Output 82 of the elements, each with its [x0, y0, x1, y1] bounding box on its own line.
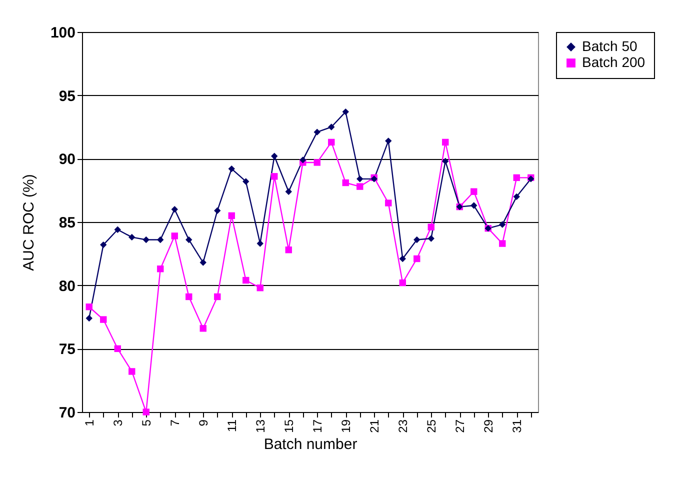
point — [256, 240, 264, 247]
y-tick-label: 85 — [58, 214, 76, 232]
x-tick-label: 5 — [140, 419, 154, 426]
x-tick-label: 13 — [254, 419, 268, 433]
point — [242, 178, 250, 185]
point — [300, 156, 306, 164]
x-tick-label: 23 — [396, 419, 410, 433]
y-tick-label: 90 — [58, 151, 76, 168]
x-tick-label: 27 — [453, 419, 468, 433]
point — [157, 266, 164, 272]
point — [86, 314, 92, 322]
point — [285, 246, 292, 254]
point — [142, 236, 150, 244]
y-tick-label: 95 — [58, 88, 76, 105]
point — [171, 206, 178, 213]
y-tick-label: 70 — [58, 404, 76, 422]
x-tick-label: 1 — [82, 419, 97, 426]
x-tick-label: 3 — [111, 419, 126, 426]
point — [513, 174, 520, 182]
point — [256, 284, 264, 292]
point — [499, 221, 506, 228]
point — [385, 200, 392, 206]
point — [328, 138, 335, 146]
x-tick-label: 25 — [424, 419, 439, 433]
point — [385, 138, 392, 144]
x-axis-title: Batch number — [264, 436, 358, 453]
x-tick-label: 31 — [510, 419, 524, 433]
point — [114, 226, 121, 233]
point — [271, 173, 278, 180]
point — [142, 408, 150, 416]
point — [228, 212, 235, 220]
y-axis-title: AUC ROC (%) — [20, 174, 38, 271]
point — [399, 279, 406, 286]
point — [442, 158, 449, 165]
point — [128, 234, 136, 241]
point — [428, 235, 434, 242]
x-tick-label: 17 — [310, 419, 325, 433]
x-tick-label: 21 — [368, 419, 382, 433]
point — [470, 202, 478, 209]
x-tick-label: 29 — [482, 419, 496, 433]
point — [314, 128, 320, 136]
legend-label: Batch 50 — [582, 38, 638, 54]
point — [271, 152, 278, 160]
point — [414, 236, 420, 244]
point — [100, 316, 107, 323]
point — [442, 138, 449, 146]
y-tick-label: 80 — [58, 278, 76, 295]
x-tick-label: 9 — [196, 419, 211, 426]
point — [342, 108, 349, 116]
point — [86, 304, 92, 310]
point — [100, 241, 107, 248]
point — [242, 276, 250, 284]
point — [228, 165, 235, 172]
x-tick-label: 15 — [282, 419, 296, 433]
point — [186, 236, 192, 244]
point — [513, 193, 520, 200]
point — [356, 183, 364, 190]
x-tick-label: 19 — [339, 419, 354, 433]
point — [171, 232, 178, 240]
y-tick-label: 100 — [50, 24, 76, 42]
point — [114, 345, 121, 352]
point — [342, 179, 349, 186]
point — [356, 176, 364, 182]
point — [470, 188, 478, 195]
point — [157, 236, 164, 244]
y-tick-label: 75 — [58, 341, 76, 358]
point — [428, 224, 434, 230]
point — [414, 255, 420, 262]
point — [214, 207, 221, 214]
legend-label: Batch 200 — [582, 54, 646, 70]
point — [328, 124, 335, 130]
point — [499, 240, 506, 247]
point — [128, 368, 136, 375]
point — [285, 188, 292, 195]
point — [214, 293, 221, 300]
point — [186, 293, 192, 300]
point — [399, 255, 406, 262]
x-tick-label: 11 — [225, 419, 240, 432]
point — [314, 159, 320, 166]
point — [200, 325, 206, 332]
x-tick-label: 7 — [168, 419, 182, 426]
point — [200, 259, 206, 266]
